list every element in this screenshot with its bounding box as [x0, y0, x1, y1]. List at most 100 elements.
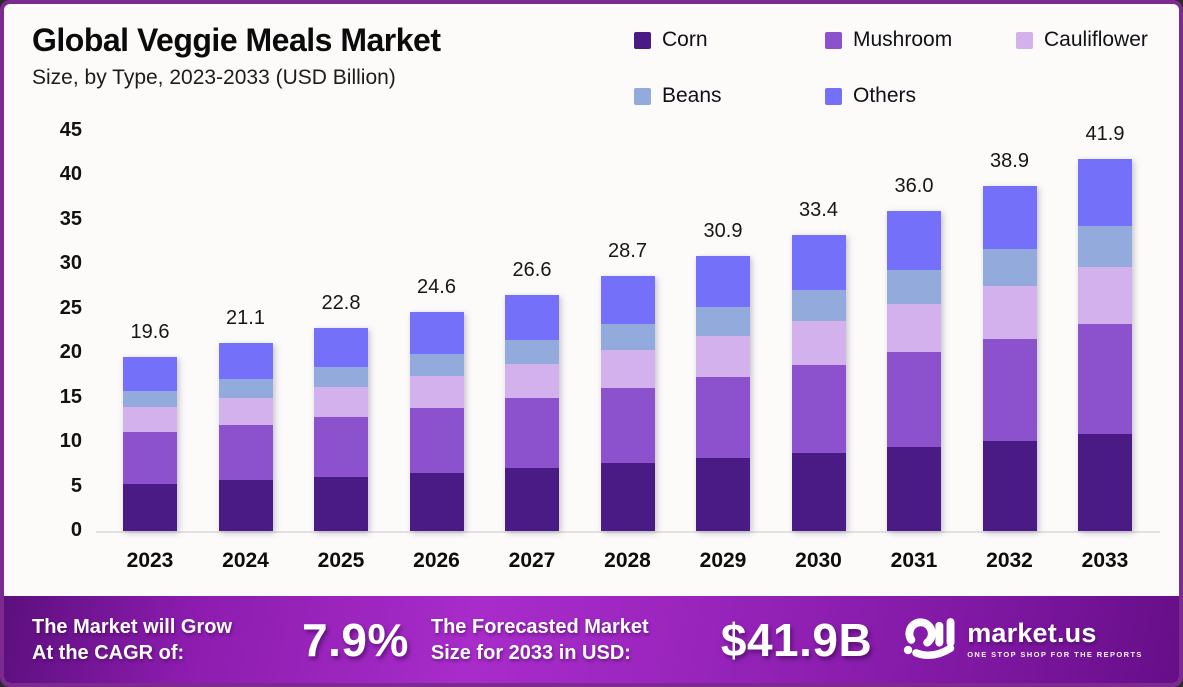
bar-2028 — [600, 276, 655, 531]
bar-segment-others-2024 — [218, 343, 273, 380]
y-axis-tick-label: 20 — [59, 341, 82, 364]
bar-segment-others-2027 — [505, 295, 559, 340]
bar-segment-beans-2031 — [887, 269, 941, 305]
legend-swatch-icon — [825, 31, 842, 49]
bar-2031 — [887, 211, 941, 531]
bar-segment-others-2028 — [600, 276, 655, 325]
y-axis-tick-label: 10 — [59, 430, 82, 453]
bar-segment-cauliflower-2027 — [505, 363, 559, 399]
bar-2024 — [218, 343, 273, 531]
bar-segment-mushroom-2031 — [887, 352, 941, 448]
bar-segment-mushroom-2029 — [696, 377, 750, 459]
bar-segment-cauliflower-2031 — [887, 304, 941, 353]
forecast-label: The Forecasted Market Size for 2033 in U… — [431, 614, 721, 666]
bar-segment-beans-2033 — [1078, 226, 1132, 268]
x-axis-tick-label: 2024 — [222, 549, 269, 572]
bar-total-label: 19.6 — [130, 320, 170, 343]
legend-label: Cauliflower — [1044, 28, 1148, 51]
bar-2027 — [505, 295, 559, 531]
bar-segment-mushroom-2030 — [791, 365, 846, 453]
bar-segment-beans-2030 — [791, 289, 846, 321]
cagr-label: The Market will Grow At the CAGR of: — [32, 614, 302, 666]
bar-2025 — [314, 328, 368, 531]
legend-item-corn: Corn — [634, 28, 825, 52]
forecast-value: $41.9B — [720, 613, 873, 666]
legend-swatch-icon — [825, 87, 842, 105]
x-axis-tick-label: 2023 — [126, 549, 174, 572]
bar-segment-others-2031 — [887, 211, 941, 270]
bar-total-label: 24.6 — [417, 276, 456, 299]
legend-item-mushroom: Mushroom — [825, 28, 1016, 52]
x-axis-tick-label: 2032 — [986, 549, 1033, 572]
bar-segment-corn-2028 — [600, 463, 655, 531]
x-axis-tick-label: 2030 — [795, 549, 842, 572]
x-axis-tick-label: 2027 — [508, 549, 556, 572]
bar-segment-others-2029 — [696, 256, 750, 308]
legend-swatch-icon — [634, 31, 651, 49]
bar-segment-mushroom-2033 — [1078, 323, 1132, 435]
bar-segment-mushroom-2032 — [982, 338, 1037, 441]
legend-label: Beans — [662, 84, 722, 107]
chart-legend: Corn Mushroom Cauliflower Beans Others — [634, 28, 1148, 108]
bar-total-label: 41.9 — [1085, 122, 1125, 145]
logo-name: market.us — [967, 618, 1097, 649]
bar-segment-corn-2027 — [505, 468, 559, 531]
x-axis-tick-label: 2031 — [890, 549, 938, 572]
cagr-value: 7.9% — [302, 613, 409, 666]
bar-segment-corn-2025 — [314, 476, 368, 531]
bar-segment-beans-2025 — [314, 367, 368, 388]
forecast-label-line1: The Forecasted Market — [430, 615, 649, 638]
page-title: Global Veggie Meals Market — [32, 22, 441, 58]
bar-segment-others-2032 — [982, 185, 1037, 249]
legend-swatch-icon — [1016, 31, 1033, 49]
y-axis-tick-label: 25 — [59, 296, 82, 319]
x-axis-tick-label: 2033 — [1081, 549, 1129, 572]
bar-total-label: 28.7 — [608, 240, 647, 263]
bar-segment-cauliflower-2030 — [791, 320, 846, 366]
bar-segment-corn-2033 — [1078, 434, 1132, 531]
bar-total-label: 26.6 — [512, 259, 552, 281]
bar-total-label: 22.8 — [321, 292, 361, 315]
bar-segment-beans-2023 — [123, 390, 177, 408]
y-axis-tick-label: 45 — [59, 119, 82, 141]
legend-item-cauliflower: Cauliflower — [1016, 28, 1148, 52]
bar-segment-cauliflower-2032 — [982, 286, 1037, 339]
bar-segment-cauliflower-2023 — [123, 407, 177, 433]
bar-segment-corn-2030 — [791, 452, 846, 531]
bar-segment-corn-2023 — [123, 483, 177, 531]
marketus-logo-text: market.us ONE STOP SHOP FOR THE REPORTS — [967, 620, 1143, 659]
bar-total-label: 33.4 — [799, 198, 838, 221]
legend-swatch-icon — [634, 87, 651, 105]
bar-segment-cauliflower-2025 — [314, 387, 368, 417]
bar-segment-others-2025 — [314, 328, 368, 368]
chart-header: Global Veggie Meals Market Size, by Type… — [32, 22, 441, 90]
bar-segment-mushroom-2026 — [409, 407, 464, 473]
cagr-label-line2: At the CAGR of: — [32, 641, 185, 664]
bottom-banner: The Market will Grow At the CAGR of: 7.9… — [4, 596, 1179, 683]
bar-segment-corn-2032 — [982, 440, 1037, 531]
x-axis-tick-label: 2026 — [413, 549, 460, 572]
x-axis-baseline — [96, 531, 1160, 533]
bar-segment-cauliflower-2026 — [409, 375, 464, 408]
y-axis-tick-label: 5 — [70, 474, 82, 497]
legend-item-beans: Beans — [634, 84, 825, 108]
marketus-logo: market.us ONE STOP SHOP FOR THE REPORTS — [902, 614, 1143, 665]
bar-segment-beans-2026 — [409, 353, 464, 376]
chart-subtitle: Size, by Type, 2023-2033 (USD Billion) — [32, 66, 396, 89]
y-axis-tick-label: 15 — [59, 385, 82, 408]
y-axis-tick-label: 35 — [59, 207, 82, 230]
bar-segment-cauliflower-2024 — [218, 397, 273, 425]
bar-2030 — [791, 234, 846, 531]
bar-segment-beans-2028 — [600, 324, 655, 351]
bar-segment-mushroom-2023 — [123, 432, 177, 484]
bar-2029 — [696, 256, 750, 531]
legend-item-others: Others — [825, 84, 1016, 108]
x-axis-tick-label: 2028 — [604, 549, 651, 572]
bar-segment-corn-2024 — [218, 480, 273, 531]
bar-segment-beans-2027 — [505, 339, 559, 364]
bar-segment-mushroom-2024 — [218, 424, 273, 481]
bar-segment-corn-2026 — [409, 472, 464, 531]
bar-total-label: 36.0 — [894, 175, 934, 198]
legend-label: Others — [853, 84, 917, 107]
